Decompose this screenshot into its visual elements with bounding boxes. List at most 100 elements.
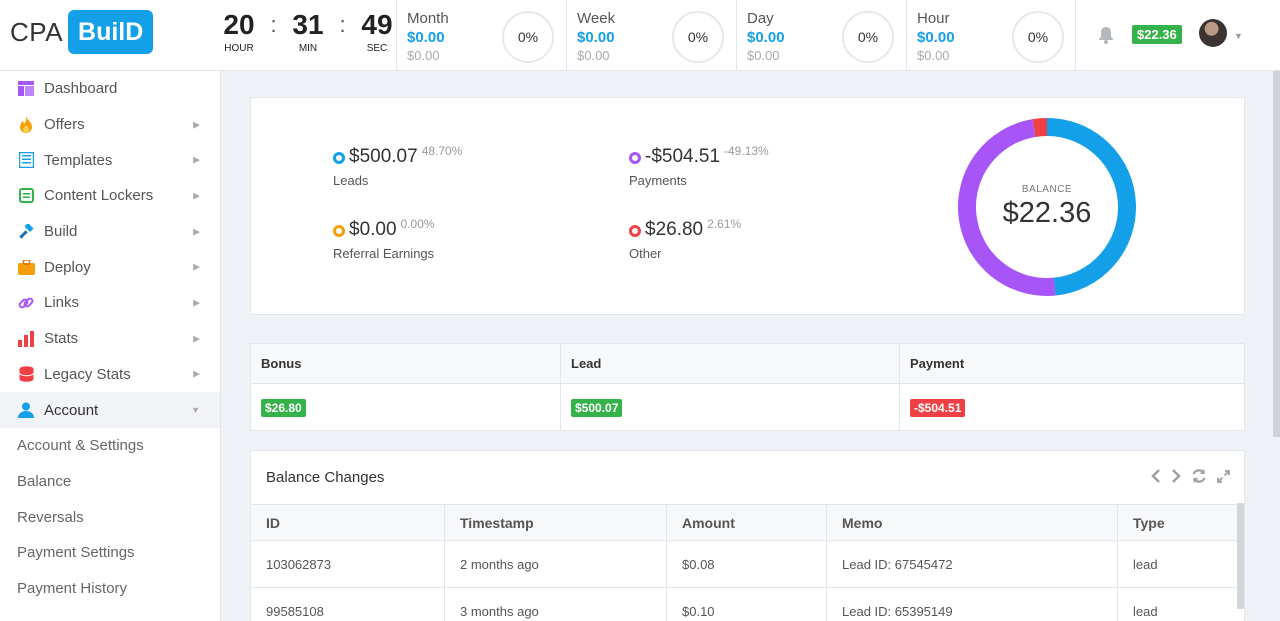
period-name: Month [407,10,449,27]
table-row: 103062873 2 months ago $0.08 Lead ID: 67… [251,541,1237,588]
template-icon [17,151,35,169]
sidebar-item-label: Account [44,401,99,419]
chevron-right-icon[interactable] [1171,469,1181,488]
sidebar-item-templates[interactable]: Templates ▶ [0,142,220,178]
stat-label: Other [629,246,662,261]
chevron-right-icon: ▶ [193,190,200,201]
balance-donut-chart [958,118,1136,296]
totals-column-payment: Payment -$504.51 [900,344,1244,430]
timer-sec: 49 SEC [359,10,395,55]
column-header-id[interactable]: ID [251,505,445,540]
column-header-type[interactable]: Type [1133,514,1165,531]
timer-hour-label: HOUR [224,43,254,54]
balance-summary-card: $500.07 48.70% Leads -$504.51 -49.13% Pa… [250,97,1245,315]
sidebar-item-build[interactable]: Build ▶ [0,214,220,250]
stat-percent: 2.61% [707,217,742,231]
period-progress-circle: 0% [842,11,894,63]
header-user-area: $22.36 ▼ [1075,0,1280,71]
panel-toolbar [1151,468,1230,489]
stat-percent: 48.70% [421,144,463,158]
sidebar-item-deploy[interactable]: Deploy ▶ [0,249,220,285]
stat-referral-earnings: $0.00 0.00% Referral Earnings [333,217,435,261]
payment-value-badge: -$504.51 [910,399,966,417]
logo[interactable]: CPA BuilD [10,9,154,55]
cell-timestamp: 2 months ago [445,541,667,587]
period-sub-value: $0.00 [917,48,950,63]
timer-separator: : [270,12,277,37]
sidebar-subitem-payment-settings[interactable]: Payment Settings [17,544,135,562]
avatar[interactable] [1199,19,1227,47]
locker-icon [17,187,35,205]
period-name: Day [747,10,774,27]
chevron-right-icon: ▶ [193,261,200,272]
countdown-timer: 20 HOUR : 31 MIN : 49 SEC [221,9,395,55]
link-icon [17,294,35,312]
sidebar-item-links[interactable]: Links ▶ [0,285,220,321]
legend-dot [333,152,345,164]
cell-amount: $0.10 [667,588,827,621]
sidebar-subitem-payment-history[interactable]: Payment History [17,579,128,597]
sidebar-subitem-account-settings[interactable]: Account & Settings [17,437,144,455]
bell-icon[interactable] [1098,26,1114,49]
cell-memo: Lead ID: 67545472 [827,541,1118,587]
database-icon [17,365,35,383]
period-sub-value: $0.00 [747,48,780,63]
sidebar-item-account[interactable]: Account ▼ [0,392,220,428]
sidebar-item-label: Deploy [44,258,91,276]
period-value: $0.00 [577,29,615,46]
timer-hour-value: 20 [223,9,255,40]
table-scrollbar[interactable] [1237,503,1244,609]
expand-icon[interactable] [1217,469,1230,488]
period-value: $0.00 [917,29,955,46]
top-header: CPA BuilD 20 HOUR : 31 MIN : 49 SEC Mont… [0,0,1280,71]
totals-column-lead: Lead $500.07 [561,344,900,430]
stat-label: Referral Earnings [333,246,435,261]
totals-column-bonus: Bonus $26.80 [251,344,561,430]
stat-percent: -49.13% [724,144,769,158]
sidebar-item-offers[interactable]: Offers ▶ [0,107,220,143]
chevron-left-icon[interactable] [1151,469,1161,488]
period-value: $0.00 [407,29,445,46]
cell-type: lead [1133,556,1158,572]
chevron-right-icon: ▶ [193,119,200,130]
sidebar: Dashboard Offers ▶ Templates ▶ Content L… [0,71,221,621]
cell-memo: Lead ID: 65395149 [827,588,1118,621]
sidebar-item-label: Legacy Stats [44,365,131,383]
refresh-icon[interactable] [1191,468,1207,489]
sidebar-subitem-reversals[interactable]: Reversals [17,508,84,526]
donut-center: BALANCE $22.36 [957,117,1137,297]
column-header-amount[interactable]: Amount [667,505,827,540]
dashboard-icon [17,80,35,98]
sidebar-item-content-lockers[interactable]: Content Lockers ▶ [0,178,220,214]
legend-dot [333,225,345,237]
sidebar-item-legacy-stats[interactable]: Legacy Stats ▶ [0,357,220,393]
sidebar-subitem-balance[interactable]: Balance [17,472,72,490]
briefcase-icon [17,258,35,276]
column-header-timestamp[interactable]: Timestamp [445,505,667,540]
cell-id: 103062873 [251,541,445,587]
column-header-memo[interactable]: Memo [827,505,1118,540]
period-week: Week $0.00 $0.00 0% [566,0,736,71]
chevron-right-icon: ▶ [193,297,200,308]
bonus-value-badge: $26.80 [261,399,306,417]
sidebar-item-dashboard[interactable]: Dashboard [0,71,220,107]
stat-percent: 0.00% [400,217,435,231]
sidebar-item-label: Content Lockers [44,187,154,205]
period-progress-circle: 0% [1012,11,1064,63]
table-header-row: ID Timestamp Amount Memo Type [251,504,1237,541]
chevron-right-icon: ▶ [193,226,200,237]
panel-title: Balance Changes [266,469,385,486]
balance-badge[interactable]: $22.36 [1132,25,1182,44]
sidebar-item-stats[interactable]: Stats ▶ [0,321,220,357]
donut-slice-payments [958,119,1056,296]
column-header: Lead [561,344,899,384]
balance-label: BALANCE [1021,184,1073,195]
chevron-down-icon[interactable]: ▼ [1234,31,1243,41]
page-scrollbar[interactable] [1273,71,1280,437]
user-icon [17,401,35,419]
balance-value: $22.36 [1002,197,1092,229]
hammer-icon [17,223,35,241]
donut-slice-leads [1046,118,1136,296]
stat-amount: $0.00 [349,219,397,240]
period-month: Month $0.00 $0.00 0% [396,0,566,71]
